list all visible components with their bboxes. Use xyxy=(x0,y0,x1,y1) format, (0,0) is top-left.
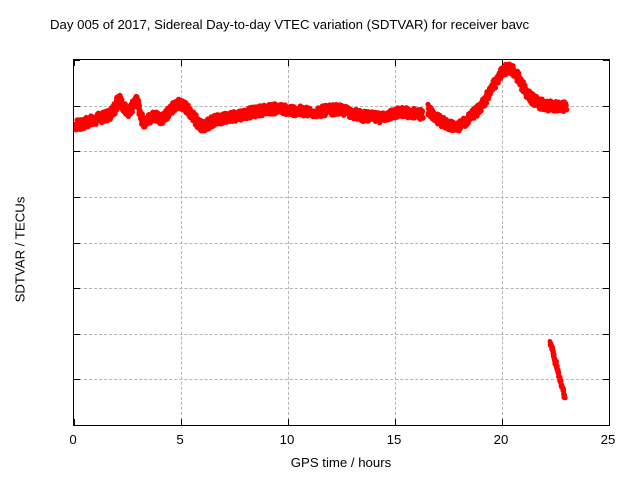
y-tick-mark xyxy=(74,242,80,244)
y-tick-mark xyxy=(603,151,609,153)
y-tick-mark xyxy=(603,105,609,107)
x-tick-label: 10 xyxy=(279,432,295,447)
data-series-layer xyxy=(74,61,570,401)
x-tick-mark xyxy=(395,60,396,66)
gridline-horizontal xyxy=(74,379,609,381)
x-tick-label: 0 xyxy=(69,432,77,447)
gridline-vertical xyxy=(502,60,503,425)
x-tick-mark xyxy=(609,60,610,66)
data-segment-main-track xyxy=(74,92,426,134)
x-tick-mark xyxy=(502,419,503,425)
x-tick-mark xyxy=(288,60,289,66)
y-tick-mark xyxy=(603,242,609,244)
gridline-vertical xyxy=(288,60,289,425)
y-tick-mark xyxy=(74,151,80,153)
gridline-horizontal xyxy=(74,196,609,198)
y-tick-mark xyxy=(74,196,80,198)
data-segment-low-outlier-track xyxy=(547,339,568,401)
x-tick-label: 25 xyxy=(600,432,616,447)
x-tick-mark xyxy=(74,60,75,66)
y-tick-mark xyxy=(74,288,80,290)
y-tick-mark xyxy=(603,288,609,290)
data-segment-second-track xyxy=(425,61,570,134)
gridline-horizontal xyxy=(74,242,609,244)
y-tick-mark xyxy=(603,196,609,198)
x-tick-mark xyxy=(609,419,610,425)
gridline-vertical xyxy=(395,60,396,425)
plot-area xyxy=(73,59,610,426)
x-tick-label: 15 xyxy=(386,432,402,447)
x-tick-label: 5 xyxy=(176,432,184,447)
y-tick-mark xyxy=(74,379,80,381)
y-tick-mark xyxy=(603,425,609,426)
x-tick-mark xyxy=(181,60,182,66)
x-tick-mark xyxy=(502,60,503,66)
gridline-vertical xyxy=(181,60,182,425)
y-tick-mark xyxy=(74,60,80,61)
y-axis-label: SDTVAR / TECUs xyxy=(12,196,28,303)
y-tick-mark xyxy=(74,105,80,107)
x-tick-mark xyxy=(288,419,289,425)
y-tick-mark xyxy=(603,379,609,381)
gridline-horizontal xyxy=(74,333,609,335)
x-tick-mark xyxy=(74,419,75,425)
chart-title: Day 005 of 2017, Sidereal Day-to-day VTE… xyxy=(50,17,530,32)
y-tick-mark xyxy=(603,60,609,61)
x-tick-mark xyxy=(181,419,182,425)
x-tick-mark xyxy=(395,419,396,425)
y-tick-mark xyxy=(603,333,609,335)
gridline-horizontal xyxy=(74,151,609,153)
x-tick-label: 20 xyxy=(493,432,509,447)
x-axis-label: GPS time / hours xyxy=(290,455,392,470)
gridline-horizontal xyxy=(74,288,609,290)
y-tick-mark xyxy=(74,425,80,426)
y-tick-mark xyxy=(74,333,80,335)
